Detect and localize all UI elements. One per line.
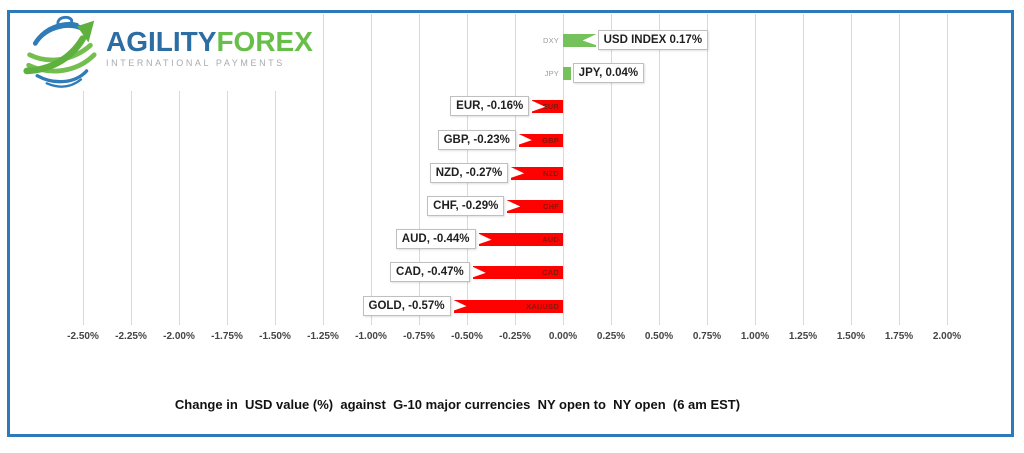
data-bar-eur: [532, 100, 563, 114]
gridline: [851, 14, 852, 325]
category-label-nzd: NZD: [542, 168, 559, 178]
logo-brand-name: AGILITYFOREX: [106, 27, 313, 57]
logo-brand-agility: AGILITY: [106, 26, 217, 57]
x-axis-tick-label: -1.50%: [259, 331, 291, 342]
x-axis-tick-label: 0.00%: [548, 331, 578, 342]
data-label-callout-jpy: JPY, 0.04%: [572, 63, 645, 84]
globe-arrow-logo-icon: [23, 15, 97, 88]
x-axis-tick-label: -2.00%: [163, 331, 195, 342]
data-bar-dxy: [563, 34, 596, 47]
category-label-gbp: GBP: [542, 135, 559, 145]
gridline: [563, 14, 564, 325]
gridline: [755, 14, 756, 325]
data-bar-cad: [472, 266, 563, 280]
data-label-callout-xauusd: GOLD, -0.57%: [362, 295, 451, 316]
category-label-chf: CHF: [542, 202, 559, 211]
x-axis-tick-label: 2.00%: [932, 331, 962, 342]
category-label-aud: AUD: [542, 235, 559, 245]
x-axis-tick-label: -2.25%: [115, 331, 147, 342]
chart-title: Change in USD value (%) against G-10 maj…: [174, 397, 741, 412]
logo-text: AGILITYFOREX INTERNATIONAL PAYMENTS: [106, 27, 313, 69]
x-axis-tick-label: 0.25%: [596, 331, 626, 342]
logo-brand-forex: FOREX: [216, 26, 313, 57]
x-axis-tick-label: 0.75%: [692, 331, 722, 342]
x-axis-tick-label: 1.00%: [740, 331, 770, 342]
data-label-callout-aud: AUD, -0.44%: [395, 229, 476, 250]
gridline: [611, 14, 612, 325]
gridline: [179, 14, 180, 325]
gridline: [419, 14, 420, 325]
x-axis-tick-label: 1.50%: [836, 331, 866, 342]
data-label-callout-chf: CHF, -0.29%: [427, 196, 505, 216]
category-label-jpy: JPY: [544, 69, 559, 79]
logo-tagline: INTERNATIONAL PAYMENTS: [106, 58, 285, 68]
data-bar-aud: [478, 233, 563, 247]
data-bar-chf: [507, 200, 563, 213]
agilityforex-logo: AGILITYFOREX INTERNATIONAL PAYMENTS: [20, 13, 316, 91]
x-axis-tick-label: 0.50%: [644, 331, 674, 342]
data-label-callout-eur: EUR, -0.16%: [450, 96, 530, 117]
category-label-cad: CAD: [542, 268, 559, 278]
x-axis-tick-label: -1.25%: [307, 331, 339, 342]
category-label-dxy: DXY: [542, 36, 559, 45]
x-axis-tick-label: -1.00%: [355, 331, 387, 342]
x-axis-tick-label: 1.25%: [788, 331, 818, 342]
x-axis-tick-label: -0.25%: [499, 331, 531, 342]
data-label-callout-dxy: USD INDEX 0.17%: [597, 30, 709, 50]
data-label-callout-gbp: GBP, -0.23%: [437, 129, 516, 150]
gridline: [83, 14, 84, 325]
gridline: [131, 14, 132, 325]
gridline: [707, 14, 708, 325]
gridline: [659, 14, 660, 325]
gridline: [371, 14, 372, 325]
data-label-callout-nzd: NZD, -0.27%: [429, 162, 509, 183]
x-axis-tick-label: -2.50%: [67, 331, 99, 342]
gridline: [947, 14, 948, 325]
x-axis-tick-label: -0.50%: [451, 331, 483, 342]
gridline: [899, 14, 900, 325]
x-axis-tick-label: -0.75%: [403, 331, 435, 342]
x-axis-tick-label: -1.75%: [211, 331, 243, 342]
gridline: [803, 14, 804, 325]
category-label-xauusd: XAUUSD: [526, 301, 559, 311]
data-bar-xauusd: [453, 299, 563, 313]
gridline: [275, 14, 276, 325]
data-bar-jpy: [563, 67, 571, 81]
gridline: [323, 14, 324, 325]
x-axis-tick-label: 1.75%: [884, 331, 914, 342]
data-label-callout-cad: CAD, -0.47%: [390, 262, 470, 283]
data-bar-gbp: [518, 133, 563, 147]
data-bar-nzd: [511, 166, 563, 180]
gridline: [227, 14, 228, 325]
category-label-eur: EUR: [542, 102, 559, 112]
